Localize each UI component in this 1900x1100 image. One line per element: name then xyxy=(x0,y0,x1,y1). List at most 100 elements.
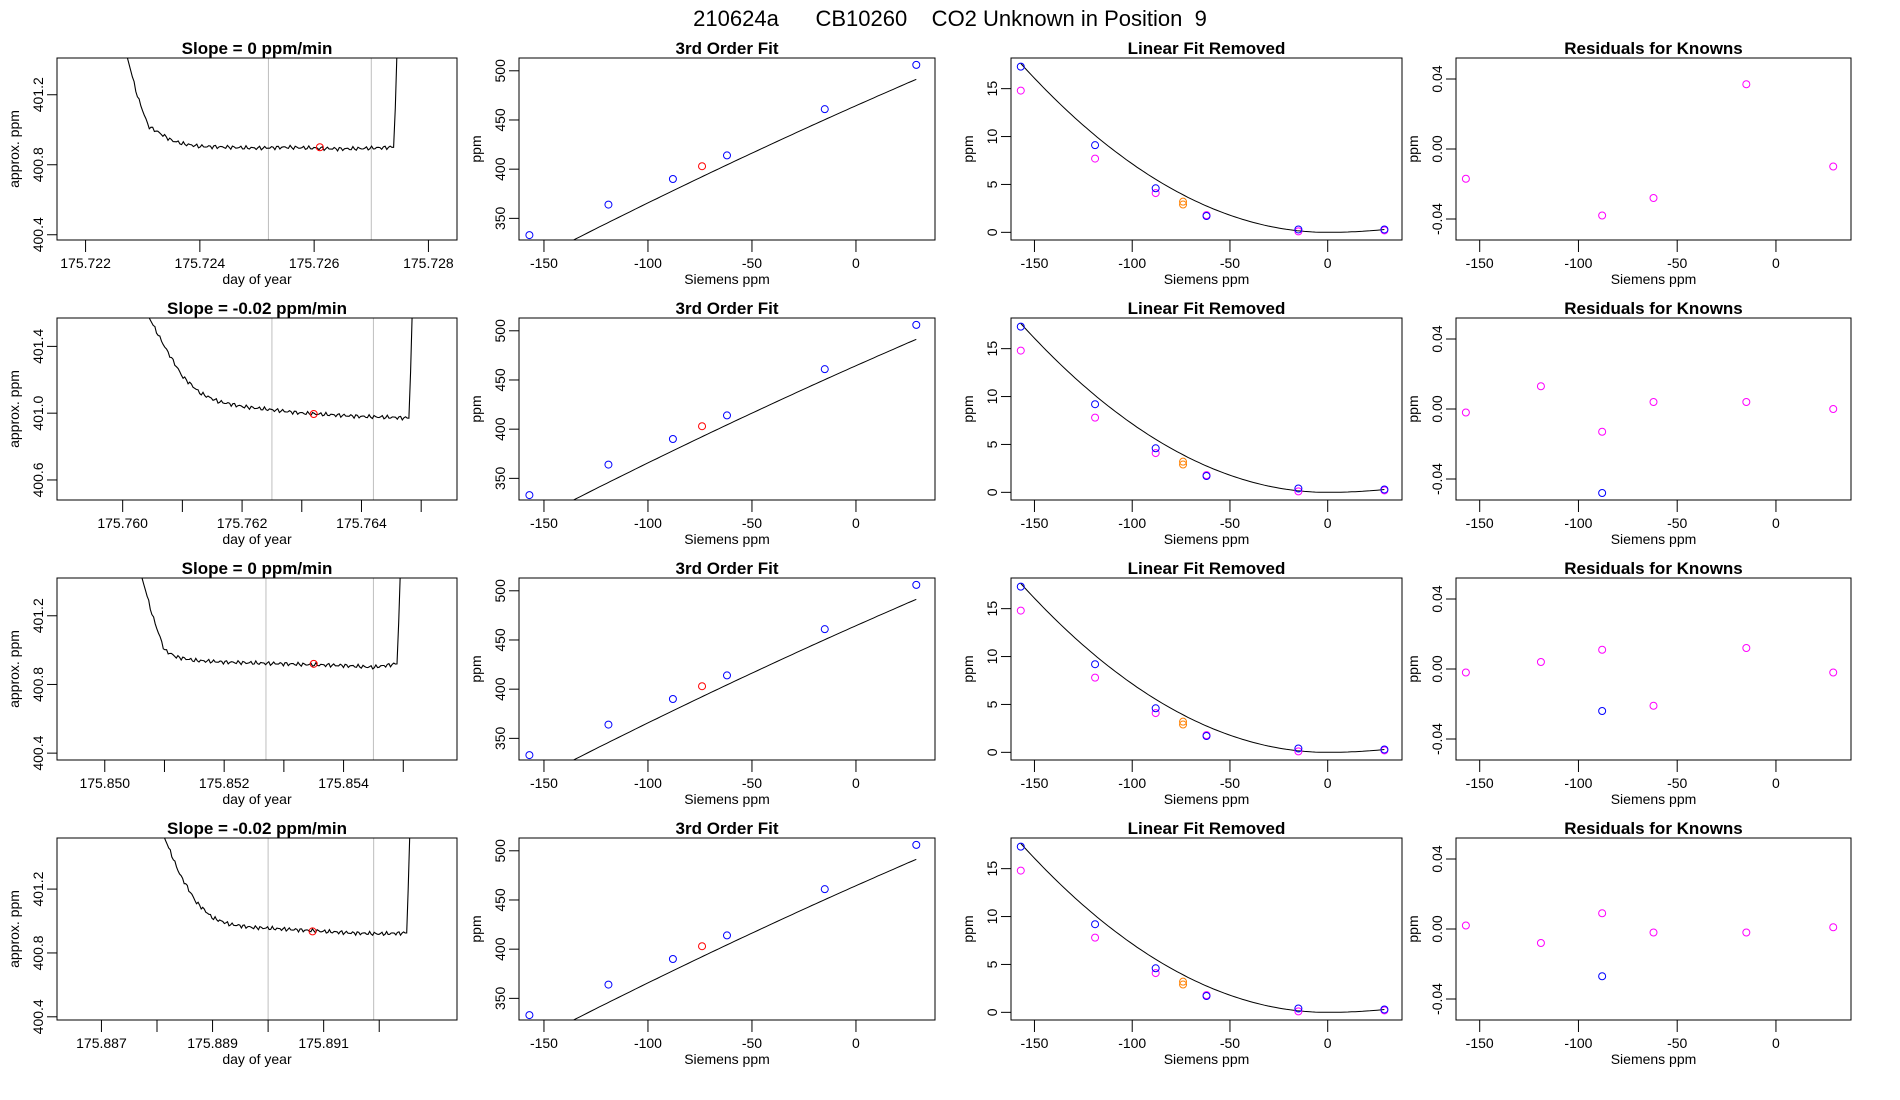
r2-res-panel: Residuals for Knowns -150 -100 -50 0 Siemens … xyxy=(1405,299,1852,547)
r3-lin-known-point-3 xyxy=(1202,732,1211,741)
r3-slope-unknown-marker xyxy=(309,659,318,668)
r2-slope-ytick-label-0: 400.6 xyxy=(30,462,46,497)
r2-res-ytick-label-0: -0.04 xyxy=(1429,463,1445,495)
r1-fit-xtick-label-3: 0 xyxy=(852,255,860,271)
r4-slope-series-line xyxy=(163,838,411,937)
r2-fit-plot-area xyxy=(525,320,921,500)
r3-res-panel: Residuals for Knowns -150 -100 -50 0 Siemens … xyxy=(1405,559,1852,807)
r4-fit-xlabel: Siemens ppm xyxy=(684,1051,770,1067)
r2-res-xtick-label-3: 0 xyxy=(1772,515,1780,531)
r2-fit-known-point-4 xyxy=(820,365,829,374)
r3-slope-plot-area xyxy=(141,578,401,670)
r2-res-magenta-point-1 xyxy=(1536,382,1545,391)
r4-fit-ytick-label-1: 400 xyxy=(492,937,508,961)
r2-lin-ytick-label-0: 0 xyxy=(984,488,1000,496)
r4-lin-xtick-label-3: 0 xyxy=(1324,1035,1332,1051)
r2-lin-ytick-label-3: 15 xyxy=(984,341,1000,357)
r1-res-ytick-label-2: 0.04 xyxy=(1429,65,1445,92)
r2-slope-ylabel: approx. ppm xyxy=(6,370,22,448)
r4-fit-xtick-label-1: -100 xyxy=(634,1035,662,1051)
r4-slope-xtick-label-1: 175.889 xyxy=(187,1035,238,1051)
r4-lin-known-point-5 xyxy=(1380,1005,1389,1014)
r4-fit-panel: 3rd Order Fit -150 -100 -50 0 Siemens ppm 350 4… xyxy=(468,819,936,1067)
r1-lin-frame xyxy=(1010,57,1403,241)
r4-fit-plot-area xyxy=(525,840,921,1020)
r1-fit-fit-curve xyxy=(572,78,917,240)
r3-lin-plot-area xyxy=(1016,582,1389,756)
r3-lin-magenta-point-0 xyxy=(1016,606,1025,615)
r3-slope-title: Slope = 0 ppm/min xyxy=(182,559,333,578)
r3-lin-ytick-label-2: 10 xyxy=(984,649,1000,665)
r3-slope-xtick-label-0: 175.850 xyxy=(79,775,130,791)
r1-slope-xtick-label-2: 175.726 xyxy=(289,255,340,271)
r4-res-xtick-label-3: 0 xyxy=(1772,1035,1780,1051)
r1-slope-ytick-label-0: 400.4 xyxy=(30,217,46,252)
r2-res-ytick-label-1: 0.00 xyxy=(1429,395,1445,422)
r3-lin-xtick-label-1: -100 xyxy=(1118,775,1146,791)
figure-title: 210624a CB10260 CO2 Unknown in Position … xyxy=(693,6,1207,31)
r1-lin-xtick-label-1: -100 xyxy=(1118,255,1146,271)
r1-fit-title: 3rd Order Fit xyxy=(676,39,779,58)
r2-slope-frame xyxy=(56,317,458,501)
r1-lin-xtick-label-0: -150 xyxy=(1020,255,1048,271)
r2-res-xtick-label-1: -100 xyxy=(1564,515,1592,531)
r1-lin-xtick-label-2: -50 xyxy=(1220,255,1240,271)
r1-slope-xtick-label-1: 175.724 xyxy=(175,255,226,271)
r3-lin-ylabel: ppm xyxy=(960,655,976,682)
r2-lin-magenta-point-2 xyxy=(1151,449,1160,458)
r2-res-known-point-0 xyxy=(1598,489,1607,497)
r4-fit-known-point-0 xyxy=(525,1011,534,1020)
r1-lin-ytick-label-3: 15 xyxy=(984,81,1000,97)
r3-slope-ytick-label-1: 400.8 xyxy=(30,667,46,702)
r4-fit-frame xyxy=(518,837,936,1021)
r4-fit-ylabel: ppm xyxy=(468,915,484,942)
r3-res-xtick-label-2: -50 xyxy=(1667,775,1687,791)
r3-fit-panel: 3rd Order Fit -150 -100 -50 0 Siemens ppm 350 4… xyxy=(468,559,936,807)
r3-slope-frame xyxy=(56,577,458,761)
r2-fit-ytick-label-0: 350 xyxy=(492,466,508,490)
r3-lin-orange-point-b-0 xyxy=(1179,717,1188,726)
r3-slope-ytick-label-2: 401.2 xyxy=(30,598,46,633)
r1-res-magenta-point-0 xyxy=(1461,174,1470,183)
r1-fit-known-point-2 xyxy=(668,175,677,184)
r2-lin-plot-area xyxy=(1016,322,1389,496)
r3-lin-known-point-2 xyxy=(1151,704,1160,713)
r4-slope-ytick-label-0: 400.4 xyxy=(30,999,46,1034)
r4-fit-ytick-label-3: 500 xyxy=(492,839,508,863)
r4-lin-ytick-label-1: 5 xyxy=(984,960,1000,968)
r2-fit-known-point-1 xyxy=(604,460,613,469)
r4-res-xtick-label-1: -100 xyxy=(1564,1035,1592,1051)
r4-lin-known-point-1 xyxy=(1091,920,1100,929)
r1-slope-ytick-label-2: 401.2 xyxy=(30,77,46,112)
r2-res-xlabel: Siemens ppm xyxy=(1611,531,1697,547)
r3-res-ylabel: ppm xyxy=(1405,655,1421,682)
r4-lin-xtick-label-2: -50 xyxy=(1220,1035,1240,1051)
r3-lin-magenta-point-4 xyxy=(1294,747,1303,756)
r4-fit-fit-curve xyxy=(572,858,917,1020)
r3-slope-panel: Slope = 0 ppm/min 175.850 175.852 175.854 da… xyxy=(6,559,458,807)
r1-lin-known-point-1 xyxy=(1091,141,1100,150)
r3-fit-fit-curve xyxy=(572,598,917,760)
r4-lin-ytick-label-3: 15 xyxy=(984,861,1000,877)
r3-res-plot-area xyxy=(1461,644,1838,715)
r3-res-title: Residuals for Knowns xyxy=(1564,559,1743,578)
r2-slope-xtick-label-0: 175.760 xyxy=(97,515,148,531)
r3-res-frame xyxy=(1455,577,1852,761)
r2-res-xtick-label-0: -150 xyxy=(1466,515,1494,531)
r2-lin-magenta-point-4 xyxy=(1294,487,1303,496)
r3-fit-known-point-2 xyxy=(668,695,677,704)
r1-lin-plot-area xyxy=(1016,62,1389,236)
r4-res-xlabel: Siemens ppm xyxy=(1611,1051,1697,1067)
r3-res-magenta-point-3 xyxy=(1649,701,1658,710)
r2-res-magenta-point-0 xyxy=(1461,408,1470,417)
r1-fit-xtick-label-1: -100 xyxy=(634,255,662,271)
r3-res-xtick-label-3: 0 xyxy=(1772,775,1780,791)
r3-lin-ytick-label-0: 0 xyxy=(984,748,1000,756)
r3-lin-panel: Linear Fit Removed -150 -100 -50 0 Siemens pp… xyxy=(960,559,1403,807)
r1-res-magenta-point-2 xyxy=(1649,194,1658,202)
r3-res-magenta-point-2 xyxy=(1598,645,1607,654)
r1-lin-known-point-2 xyxy=(1151,184,1160,193)
r3-res-xlabel: Siemens ppm xyxy=(1611,791,1697,807)
r2-fit-xlabel: Siemens ppm xyxy=(684,531,770,547)
r1-slope-title: Slope = 0 ppm/min xyxy=(182,39,333,58)
